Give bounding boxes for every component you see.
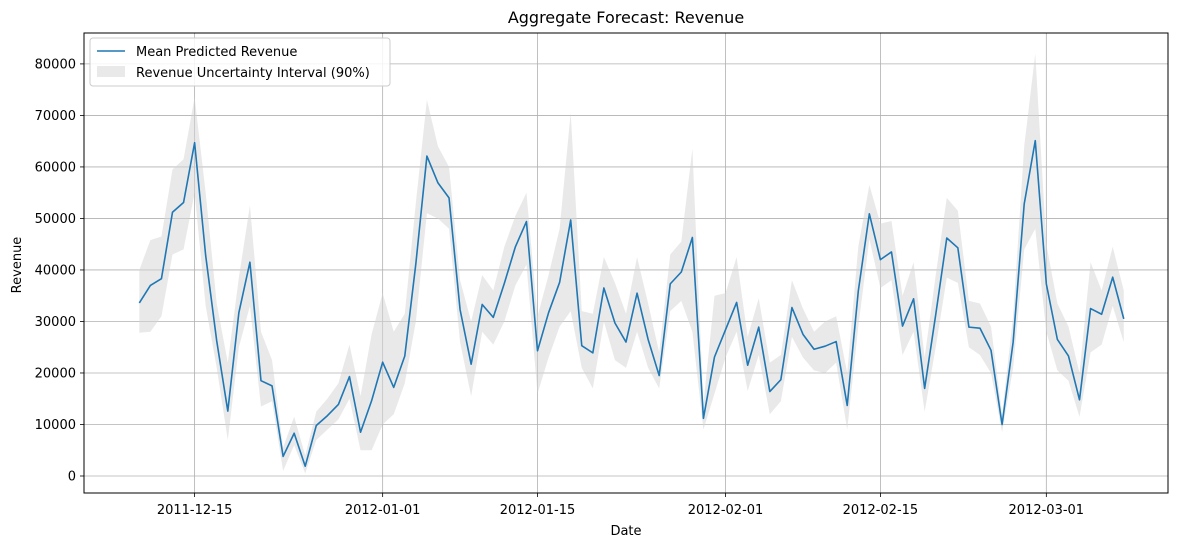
x-tick-label: 2012-01-01 (345, 503, 421, 518)
y-tick-label: 70000 (35, 109, 76, 124)
legend: Mean Predicted Revenue Revenue Uncertain… (89, 37, 391, 87)
x-tick-label: 2012-02-15 (843, 503, 919, 518)
chart-title: Aggregate Forecast: Revenue (508, 8, 744, 27)
y-tick-label: 40000 (35, 263, 76, 278)
legend-band-swatch (97, 66, 125, 77)
legend-box (89, 37, 391, 87)
y-tick-label: 30000 (35, 315, 76, 330)
plot-frame (83, 32, 1169, 494)
x-axis-ticks: 2011-12-15 2012-01-01 2012-01-15 2012-02-01… (157, 493, 1084, 518)
y-axis-label: Revenue (10, 237, 25, 294)
y-tick-label: 20000 (35, 366, 76, 381)
x-tick-label: 2012-02-01 (688, 503, 764, 518)
y-axis-ticks: 0 10000 20000 30000 40000 50000 60000 70000 8000… (35, 57, 84, 485)
x-tick-label: 2012-03-01 (1009, 503, 1085, 518)
y-tick-label: 60000 (35, 160, 76, 175)
y-tick-label: 50000 (35, 212, 76, 227)
y-tick-label: 0 (68, 470, 76, 485)
mean-line-layer (138, 139, 1125, 468)
legend-label-mean: Mean Predicted Revenue (136, 45, 297, 60)
x-tick-label: 2012-01-15 (500, 503, 576, 518)
x-axis-label: Date (610, 524, 641, 539)
y-tick-label: 10000 (35, 418, 76, 433)
y-tick-label: 80000 (35, 57, 76, 72)
legend-label-interval: Revenue Uncertainty Interval (90%) (136, 66, 370, 81)
mean-revenue-line (138, 139, 1125, 468)
x-tick-label: 2011-12-15 (157, 503, 233, 518)
